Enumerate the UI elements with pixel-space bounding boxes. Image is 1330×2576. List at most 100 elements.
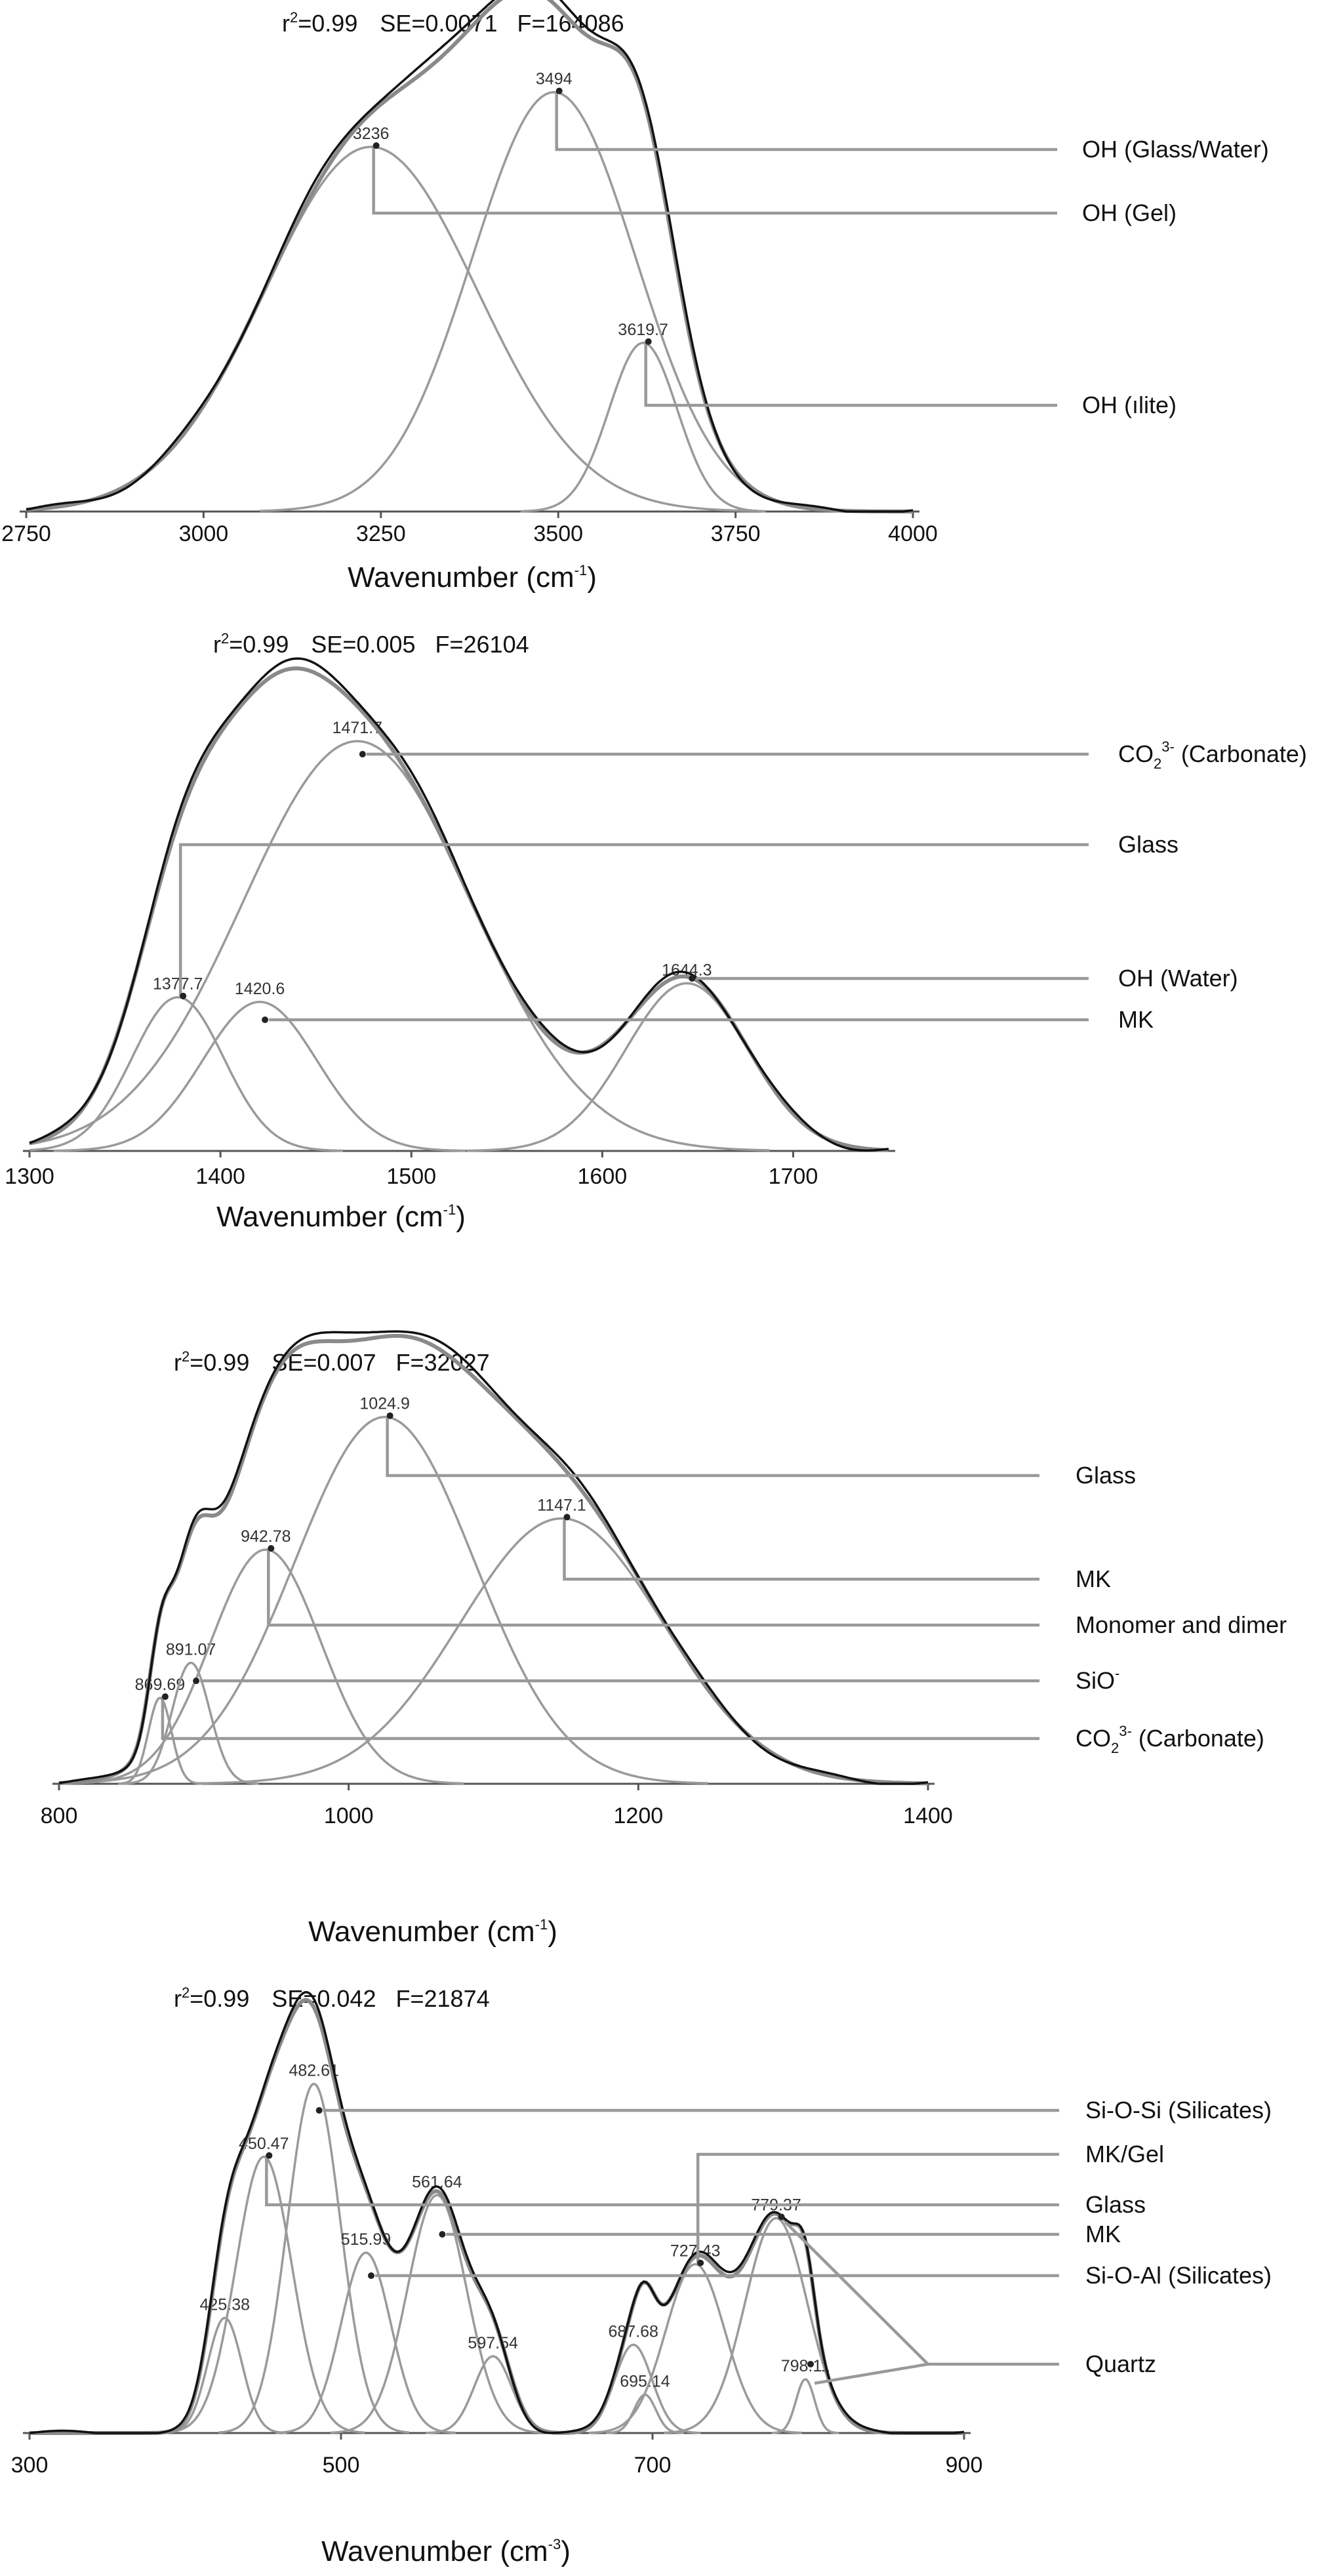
arrowhead xyxy=(555,87,563,94)
x-tick-label: 1300 xyxy=(5,1164,54,1189)
peak-label: 3619.7 xyxy=(618,321,668,339)
annotation-5: Si-O-Al (Silicates) xyxy=(367,2262,1272,2289)
x-tick-label: 3500 xyxy=(533,521,583,546)
arrowhead xyxy=(262,1016,269,1023)
leader-line xyxy=(265,2155,1059,2207)
peak-label: 1377.7 xyxy=(153,975,203,994)
x-tick-label: 3750 xyxy=(711,521,761,546)
annotation-label: CO23- (Carbonate) xyxy=(1118,738,1307,772)
arrowhead xyxy=(373,142,380,149)
peak-label: 3494 xyxy=(536,70,573,89)
x-tick-label: 1500 xyxy=(386,1164,436,1189)
annotation-label: MK xyxy=(1076,1565,1111,1592)
peak-label: 1147.1 xyxy=(537,1496,586,1514)
x-tick-label: 2750 xyxy=(1,521,51,546)
peak-label: 687.68 xyxy=(609,2322,658,2341)
component-peak-1 xyxy=(163,2316,287,2434)
annotation-label: OH (ılite) xyxy=(1082,392,1177,418)
leader-line xyxy=(178,843,1089,996)
component-peak-9 xyxy=(588,2263,802,2434)
cumulative-fit-curve xyxy=(58,1334,928,1786)
fit-statistics: r2=0.99 SE=0.005 F=26104 xyxy=(213,630,529,658)
annotation-label: MK/Gel xyxy=(1085,2141,1164,2167)
leader-line xyxy=(372,146,1057,215)
x-tick-label: 500 xyxy=(323,2453,360,2478)
arrowhead xyxy=(386,1412,393,1419)
x-axis-label: Wavenumber (cm-3) xyxy=(321,2535,571,2567)
component-peak-3 xyxy=(520,342,766,513)
component-peak-4 xyxy=(276,2251,456,2434)
x-tick-label: 1400 xyxy=(903,1803,953,1828)
annotation-label: Glass xyxy=(1076,1462,1136,1489)
annotation-2: MK/Gel xyxy=(696,2141,1164,2266)
x-tick-label: 300 xyxy=(11,2453,49,2478)
annotation-2: OH (Gel) xyxy=(372,142,1177,226)
arrowhead xyxy=(697,2259,704,2266)
component-peak-3 xyxy=(218,2082,410,2434)
arrowhead xyxy=(180,992,187,999)
arrowhead xyxy=(367,2272,374,2279)
annotation-4: MK xyxy=(439,2221,1121,2247)
annotation-1: Si-O-Si (Silicates) xyxy=(315,2097,1272,2123)
annotation-label: Si-O-Al (Silicates) xyxy=(1085,2262,1272,2289)
chart-panel-4: r2=0.99 SE=0.042 F=21874 300 500 700 900 Wavenu… xyxy=(11,1984,1272,2567)
annotation-1: CO23- (Carbonate) xyxy=(359,738,1307,772)
x-tick-label: 4000 xyxy=(888,521,938,546)
annotation-4: MK xyxy=(262,1006,1154,1033)
annotation-label: MK xyxy=(1085,2221,1121,2247)
x-tick-label: 800 xyxy=(41,1803,78,1828)
component-peak-2 xyxy=(53,1001,466,1152)
annotation-1: OH (Glass/Water) xyxy=(555,87,1269,163)
component-peak-3 xyxy=(68,1548,464,1785)
arrowhead xyxy=(778,2213,785,2221)
component-peak-1 xyxy=(118,1697,202,1785)
leader-line xyxy=(161,1697,1039,1741)
annotation-2: MK xyxy=(563,1514,1111,1592)
peak-label: 425.38 xyxy=(200,2296,250,2314)
component-peak-5 xyxy=(196,1517,927,1785)
annotation-3: OH (ılite) xyxy=(644,338,1177,418)
cumulative-fit-curve xyxy=(26,0,913,513)
arrowhead xyxy=(807,2361,815,2367)
x-tick-label: 1700 xyxy=(769,1164,818,1189)
component-peak-11 xyxy=(771,2378,839,2434)
peak-label: 1024.9 xyxy=(359,1395,409,1413)
leader-line xyxy=(555,91,1057,151)
x-tick-label: 1600 xyxy=(578,1164,628,1189)
annotation-5: CO23- (Carbonate) xyxy=(161,1693,1264,1756)
arrowhead xyxy=(161,1693,169,1701)
annotation-label: MK xyxy=(1118,1006,1154,1033)
component-peak-3 xyxy=(29,740,770,1152)
leader-line xyxy=(814,2362,929,2385)
leader-line xyxy=(267,1548,1039,1627)
annotation-3: Monomer and dimer xyxy=(267,1545,1287,1638)
x-tick-label: 900 xyxy=(946,2453,983,2478)
annotation-4: SiO- xyxy=(193,1665,1119,1694)
x-tick-label: 3250 xyxy=(356,521,406,546)
component-peak-2 xyxy=(123,1661,259,1785)
leader-line xyxy=(784,2221,929,2365)
x-tick-label: 3000 xyxy=(179,521,229,546)
arrowhead xyxy=(268,1545,275,1552)
annotation-label: OH (Glass/Water) xyxy=(1082,136,1269,163)
peak-label: 597.54 xyxy=(468,2334,518,2352)
arrowhead xyxy=(563,1514,571,1521)
annotation-label: Monomer and dimer xyxy=(1076,1611,1287,1638)
arrowhead xyxy=(193,1678,200,1684)
leader-line xyxy=(386,1415,1039,1478)
measured-spectrum-curve xyxy=(29,657,889,1152)
x-axis-label: Wavenumber (cm-1) xyxy=(308,1916,557,1948)
arrowhead xyxy=(689,975,696,982)
peak-label: 798.11 xyxy=(781,2357,830,2375)
fit-statistics: r2=0.99 SE=0.042 F=21874 xyxy=(174,1984,490,2012)
peak-label: 942.78 xyxy=(241,1527,291,1546)
component-peak-4 xyxy=(61,1415,708,1784)
arrowhead xyxy=(266,2152,273,2159)
x-tick-label: 1200 xyxy=(614,1803,664,1828)
peak-label: 695.14 xyxy=(620,2373,670,2391)
annotation-label: Quartz xyxy=(1085,2350,1156,2377)
annotation-6: Quartz xyxy=(778,2213,1156,2385)
